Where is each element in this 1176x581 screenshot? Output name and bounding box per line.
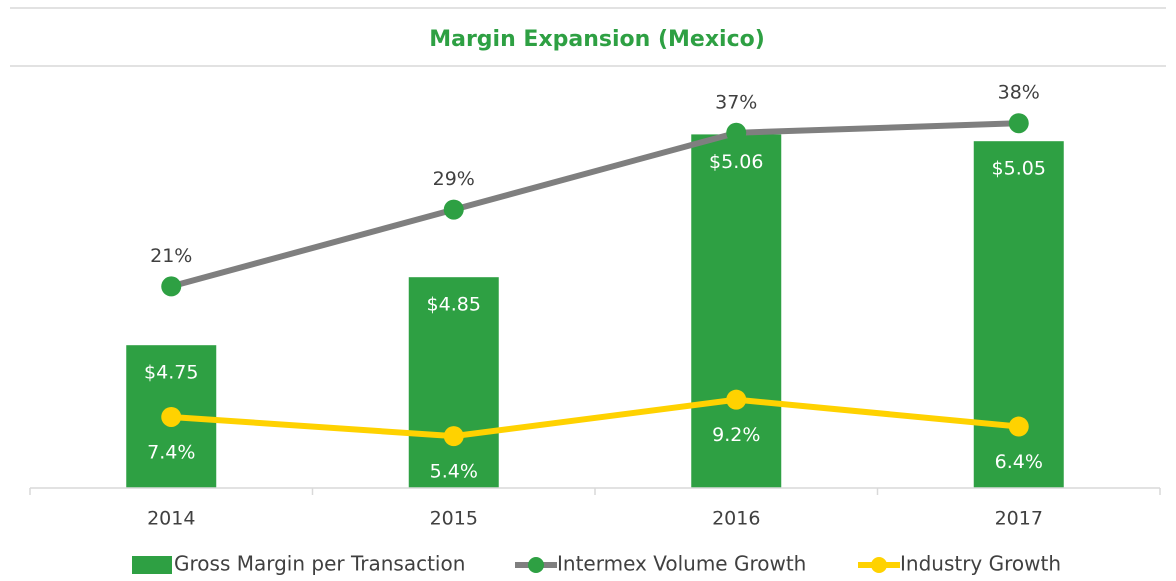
bar-label: $5.05 xyxy=(992,158,1046,180)
line xyxy=(171,396,1020,440)
bar xyxy=(408,277,499,488)
marker xyxy=(443,199,464,220)
line-label: 38% xyxy=(998,82,1040,104)
x-tick-label: 2017 xyxy=(995,508,1043,530)
legend-marker xyxy=(871,557,887,573)
marker xyxy=(161,276,182,297)
x-tick-label: 2016 xyxy=(712,508,760,530)
line-label: 21% xyxy=(150,245,192,267)
marker xyxy=(1008,416,1029,437)
line xyxy=(170,120,1019,290)
legend-label: Industry Growth xyxy=(900,552,1061,576)
legend-label: Gross Margin per Transaction xyxy=(174,552,465,576)
marker xyxy=(443,426,464,447)
bar-label: $4.75 xyxy=(144,362,198,384)
legend-label: Intermex Volume Growth xyxy=(557,552,806,576)
legend-swatch xyxy=(132,556,172,574)
marker xyxy=(726,389,747,410)
bar-label: $5.06 xyxy=(709,151,763,173)
x-tick-label: 2014 xyxy=(147,508,195,530)
line-label: 37% xyxy=(715,91,757,113)
line-label: 9.2% xyxy=(712,424,760,446)
line-label: 5.4% xyxy=(430,461,478,483)
line-label: 29% xyxy=(433,168,475,190)
marker xyxy=(1008,113,1029,134)
bar xyxy=(691,134,782,488)
x-tick-label: 2015 xyxy=(430,508,478,530)
line-label: 7.4% xyxy=(147,441,195,463)
marker xyxy=(726,122,747,143)
chart-title: Margin Expansion (Mexico) xyxy=(429,27,765,52)
bar-label: $4.85 xyxy=(427,294,481,316)
legend-marker xyxy=(528,557,544,573)
line-label: 6.4% xyxy=(995,451,1043,473)
marker xyxy=(161,406,182,427)
